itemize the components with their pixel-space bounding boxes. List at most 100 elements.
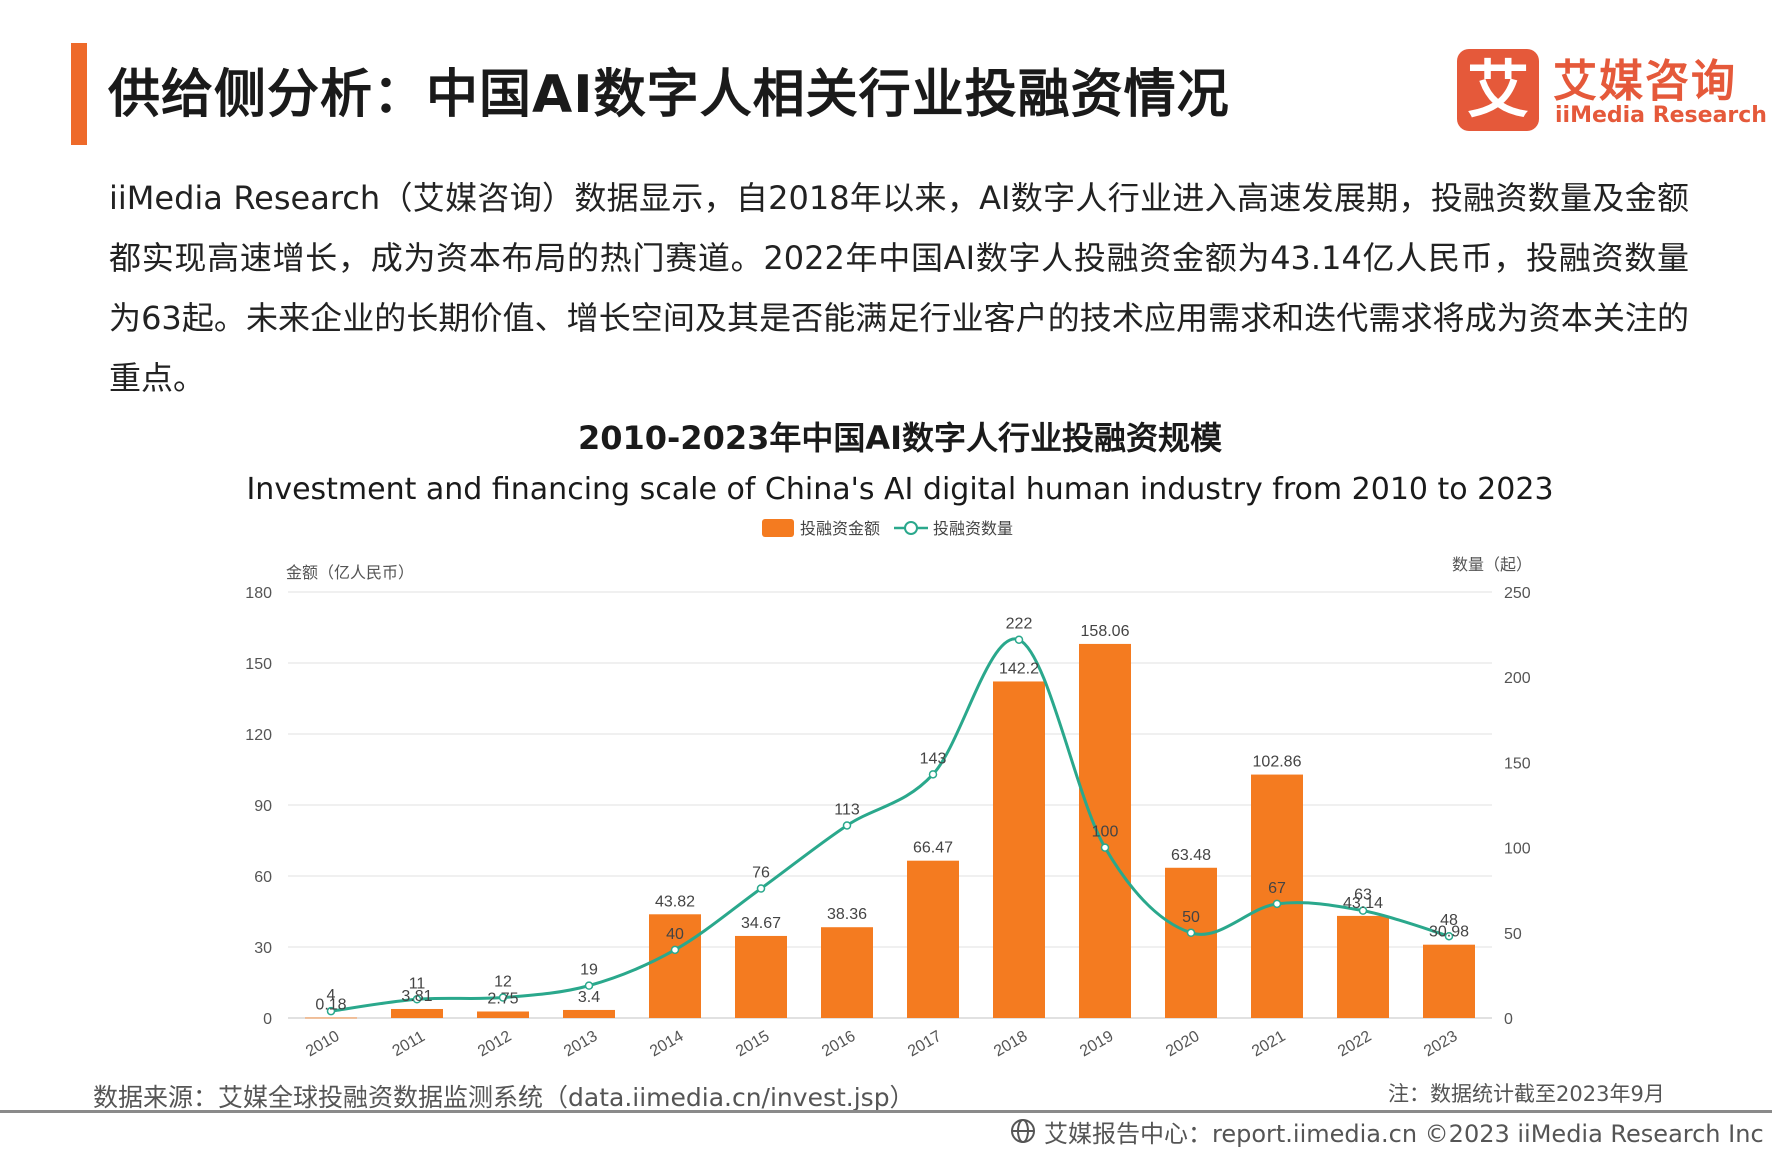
x-tick-label: 2022 (1335, 1028, 1374, 1061)
line-point (584, 981, 594, 990)
line-value-label: 4 (327, 987, 336, 1004)
legend-swatch-marker (904, 521, 918, 535)
line-point (412, 995, 422, 1004)
x-tick-label: 2018 (991, 1028, 1030, 1061)
bar (649, 914, 701, 1018)
line-value-label: 113 (834, 801, 860, 818)
y-tick-label: 90 (254, 798, 272, 815)
line-point (1444, 931, 1454, 941)
footer-divider (0, 1110, 1772, 1113)
line-value-label: 76 (752, 864, 770, 881)
bar-value-label: 3.4 (578, 989, 600, 1006)
bar (305, 1017, 357, 1019)
globe-icon (1011, 1119, 1035, 1143)
line-value-label: 67 (1268, 880, 1286, 897)
line-value-label: 48 (1440, 912, 1458, 929)
line-value-label: 19 (580, 962, 598, 979)
line-point (498, 993, 508, 1002)
bar (993, 681, 1045, 1018)
x-tick-label: 2021 (1249, 1028, 1288, 1061)
bar-value-label: 158.06 (1081, 623, 1130, 640)
x-tick-label: 2017 (905, 1028, 944, 1061)
x-tick-label: 2014 (647, 1028, 686, 1061)
data-source: 数据来源：艾媒全球投融资数据监测系统（data.iimedia.cn/inves… (93, 1083, 915, 1112)
line-point (1014, 635, 1024, 644)
line-point (928, 770, 938, 779)
legend-swatch-bar (762, 519, 794, 537)
bar-value-label: 3.81 (401, 988, 432, 1005)
logo-text-cn: 艾媒咨询 (1553, 56, 1737, 107)
bar (563, 1009, 615, 1018)
y-tick-label: 150 (245, 656, 272, 673)
bar-value-label: 43.14 (1343, 895, 1383, 912)
line-point (326, 1006, 336, 1016)
y-tick-label: 60 (254, 869, 272, 886)
legend-label: 投融资数量 (933, 520, 1013, 538)
intro-paragraph: iiMedia Research（艾媒咨询）数据显示，自2018年以来，AI数字… (109, 179, 1689, 397)
brand-logo: 艾 艾媒咨询 iiMedia Research (1457, 49, 1767, 133)
bar (907, 860, 959, 1018)
y-tick-label: 180 (245, 585, 272, 602)
bar-value-label: 142.2 (999, 660, 1039, 677)
bar (735, 935, 787, 1018)
data-note: 注：数据统计截至2023年9月 (1388, 1082, 1665, 1106)
line-value-label: 40 (666, 926, 684, 943)
bar (391, 1008, 443, 1018)
line-point (670, 945, 680, 955)
bar-value-label: 66.47 (913, 840, 953, 857)
line-point (756, 884, 766, 893)
line-value-label: 11 (409, 975, 426, 992)
y-tick-label: 120 (245, 727, 272, 744)
legend-label: 投融资金额 (800, 520, 880, 538)
title-accent-bar (71, 43, 87, 145)
x-tick-label: 2013 (561, 1028, 600, 1061)
y2-tick-label: 250 (1504, 585, 1531, 602)
footer: 艾媒报告中心：report.iimedia.cn ©2023 iiMedia R… (1010, 1113, 1764, 1149)
y2-tick-label: 150 (1504, 755, 1531, 772)
line-point (842, 821, 852, 830)
bar (1079, 643, 1131, 1018)
x-tick-label: 2023 (1421, 1028, 1460, 1061)
bar-value-label: 34.67 (741, 915, 781, 932)
line-value-label: 222 (1006, 616, 1033, 633)
y2-tick-label: 50 (1504, 926, 1522, 943)
y-tick-label: 0 (263, 1011, 272, 1028)
y2-tick-label: 100 (1504, 841, 1531, 858)
line-point (1272, 899, 1282, 909)
line-point (1186, 928, 1196, 938)
bar-value-label: 30.98 (1429, 924, 1469, 941)
logo-text-en: iiMedia Research (1555, 103, 1767, 128)
line-value-label: 50 (1182, 909, 1200, 926)
x-tick-label: 2016 (819, 1028, 858, 1061)
y2-tick-label: 200 (1504, 670, 1531, 687)
bar-value-label: 43.82 (655, 893, 695, 910)
x-tick-label: 2010 (303, 1028, 342, 1061)
x-tick-label: 2011 (390, 1028, 428, 1060)
x-tick-label: 2012 (475, 1028, 514, 1061)
chart-title: 2010-2023年中国AI数字人行业投融资规模 (577, 419, 1223, 457)
bar-value-label: 102.86 (1253, 754, 1302, 771)
bar-value-label: 38.36 (827, 906, 867, 923)
x-tick-label: 2015 (733, 1028, 772, 1061)
bar (821, 927, 873, 1018)
y-tick-label: 30 (254, 940, 272, 957)
line-point (1358, 906, 1368, 915)
y-axis-title: 金额（亿人民币） (286, 564, 414, 582)
y2-axis-title: 数量（起） (1452, 556, 1532, 574)
bar (477, 1011, 529, 1018)
footer-site: 艾媒报告中心：report.iimedia.cn ©2023 iiMedia R… (1044, 1119, 1764, 1148)
line-value-label: 100 (1092, 824, 1119, 841)
line-value-label: 12 (494, 974, 512, 991)
x-tick-label: 2019 (1077, 1028, 1116, 1061)
line-value-label: 143 (920, 750, 947, 767)
bar (1337, 915, 1389, 1018)
bar (1165, 867, 1217, 1018)
bar-value-label: 0.18 (315, 997, 346, 1014)
logo-mark: 艾 (1457, 49, 1539, 131)
line-value-label: 63 (1354, 887, 1372, 904)
x-tick-label: 2020 (1163, 1028, 1202, 1061)
page-title: 供给侧分析：中国AI数字人相关行业投融资情况 (108, 65, 1230, 125)
bar (1423, 944, 1475, 1018)
combo-chart: 0 30 60 90 120 150 180 0 50 100 150 200 250 金额（亿人民币） 数… (245, 519, 1532, 1061)
line-point (1100, 843, 1110, 852)
